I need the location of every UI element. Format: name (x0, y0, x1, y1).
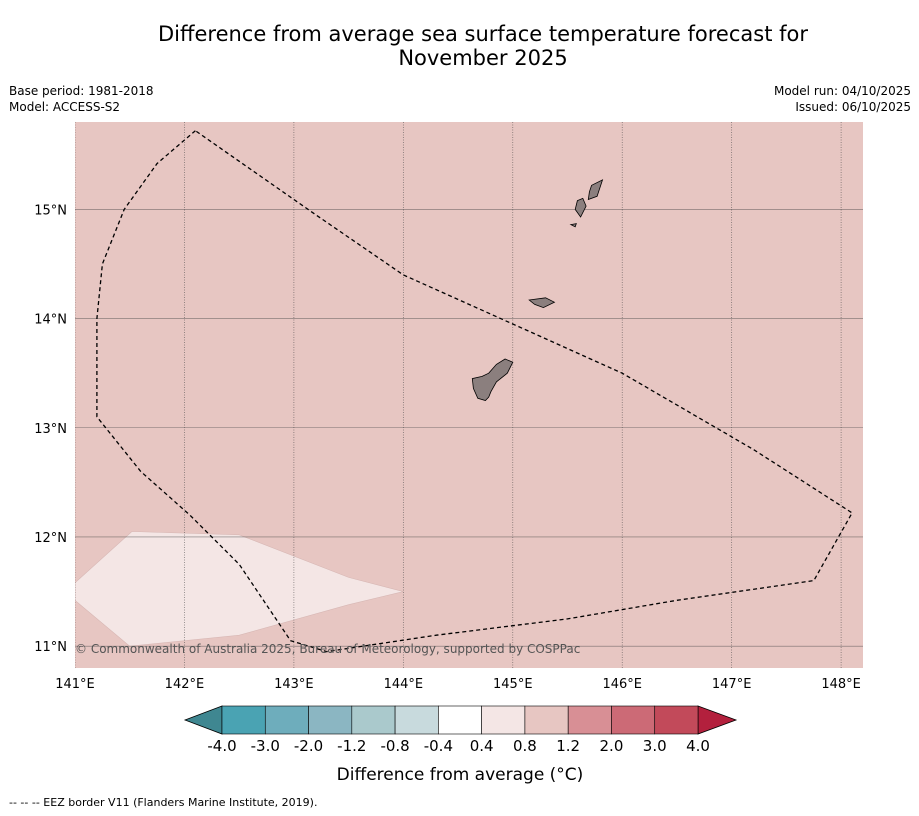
lon-tick-label: 146°E (602, 677, 642, 692)
colorbar-segment (394, 705, 439, 735)
colorbar-segment (308, 705, 353, 735)
island-guam (471, 358, 514, 401)
colorbar-segment (611, 705, 656, 735)
colorbar-under-arrow (183, 705, 223, 735)
lon-tick-label: 148°E (821, 677, 861, 692)
issued-date: Issued: 06/10/2025 (795, 100, 911, 114)
model-run: Model run: 04/10/2025 (773, 84, 911, 98)
colorbar-over-arrow (697, 705, 738, 735)
colorbar-tick-label: 3.0 (643, 737, 667, 755)
colorbar-tick-label: -1.2 (337, 737, 366, 755)
colorbar-tick-label: 4.0 (686, 737, 710, 755)
colorbar-tick-label: -4.0 (207, 737, 236, 755)
colorbar-title: Difference from average (°C) (337, 765, 584, 785)
lon-tick-label: 141°E (55, 677, 95, 692)
meta-left: Base period: 1981-2018 Model: ACCESS-S2 (9, 83, 154, 115)
lat-tick-label: 13°N (34, 422, 67, 437)
lat-tick-label: 11°N (34, 640, 67, 655)
anomaly-region-0.4-0.8 (75, 531, 404, 647)
lon-tick-label: 142°E (165, 677, 205, 692)
model-name: Model: ACCESS-S2 (9, 100, 121, 114)
base-period: Base period: 1981-2018 (9, 84, 154, 98)
meta-right: Model run: 04/10/2025 Issued: 06/10/2025 (774, 83, 911, 115)
lon-tick-label: 145°E (493, 677, 533, 692)
colorbar-segment (654, 705, 699, 735)
eez-boundary (96, 130, 853, 653)
lon-tick-label: 147°E (712, 677, 752, 692)
colorbar-tick-label: 2.0 (600, 737, 624, 755)
map-layers (75, 122, 863, 668)
lat-tick-label: 14°N (34, 313, 67, 328)
lon-tick-label: 143°E (274, 677, 314, 692)
colorbar-segment (264, 705, 309, 735)
lat-tick-label: 15°N (34, 203, 67, 218)
colorbar-tick-label: 1.2 (556, 737, 580, 755)
island-tinian (574, 197, 587, 218)
colorbar-segment (438, 705, 482, 735)
lat-tick-label: 12°N (34, 531, 67, 546)
footer-note: -- -- -- EEZ border V11 (Flanders Marine… (9, 796, 318, 809)
colorbar: -4.0 -3.0 -2.0 -1.2 -0.8 -0.4 0.4 0.8 1.2 2.0 3.0 4… (183, 705, 738, 785)
map-axes: 141°E 142°E 143°E 144°E 145°E 146°E 147°E 148°E… (34, 203, 861, 692)
colorbar-segment (351, 705, 396, 735)
colorbar-segment (524, 705, 569, 735)
page-title: Difference from average sea surface temp… (0, 22, 919, 70)
map-plot-area: © Commonwealth of Australia 2025, Bureau… (75, 122, 863, 668)
colorbar-tick-label: -0.8 (380, 737, 409, 755)
colorbar-tick-label: 0.8 (513, 737, 537, 755)
copyright-text: © Commonwealth of Australia 2025, Bureau… (75, 642, 580, 656)
colorbar-tick-label: -0.4 (424, 737, 453, 755)
map-figure: © Commonwealth of Australia 2025, Bureau… (34, 122, 863, 785)
lon-tick-label: 144°E (384, 677, 424, 692)
colorbar-tick-label: 0.4 (470, 737, 494, 755)
title-line-1: Difference from average sea surface temp… (158, 22, 808, 46)
island-saipan (587, 179, 604, 201)
colorbar-segment (221, 705, 266, 735)
colorbar-segment (567, 705, 612, 735)
colorbar-segment (481, 705, 526, 735)
colorbar-tick-label: -3.0 (251, 737, 280, 755)
title-line-2: November 2025 (398, 46, 568, 70)
island-rota (528, 297, 556, 309)
island-aguijan (569, 223, 577, 228)
colorbar-tick-label: -2.0 (294, 737, 323, 755)
